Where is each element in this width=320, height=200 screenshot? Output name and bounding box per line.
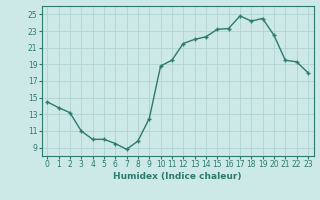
- X-axis label: Humidex (Indice chaleur): Humidex (Indice chaleur): [113, 172, 242, 181]
